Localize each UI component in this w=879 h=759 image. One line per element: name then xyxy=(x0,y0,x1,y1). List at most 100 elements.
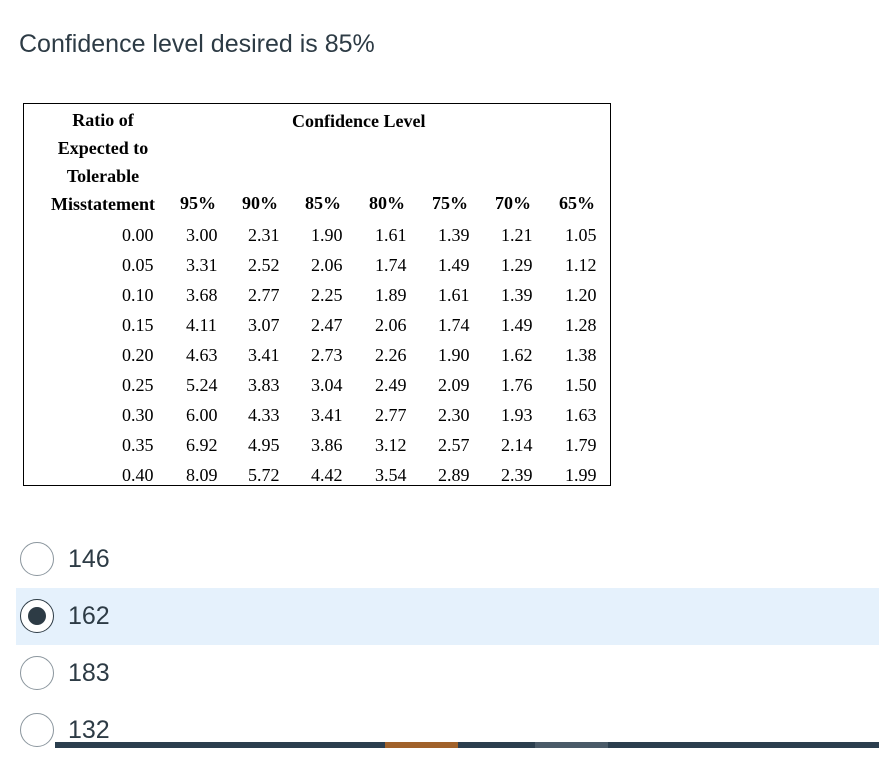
factor-cell: 1.12 xyxy=(565,255,597,275)
table-row: 0.30 6.00 4.33 3.41 2.77 2.30 1.93 1.63 xyxy=(24,400,610,430)
factor-cell: 4.95 xyxy=(248,435,280,455)
factor-cell: 1.93 xyxy=(501,405,533,425)
radio-button[interactable] xyxy=(20,599,54,633)
radio-button[interactable] xyxy=(20,713,54,747)
factor-cell: 2.25 xyxy=(311,285,343,305)
bottom-bar-segment xyxy=(458,742,535,748)
factor-cell: 2.30 xyxy=(438,405,470,425)
option-label: 183 xyxy=(68,659,110,687)
radio-selected-dot xyxy=(28,607,46,625)
factor-cell: 1.90 xyxy=(438,345,470,365)
ratio-cell: 0.20 xyxy=(122,345,154,365)
factor-cell: 1.61 xyxy=(438,285,470,305)
confidence-table: Ratio of Expected to Tolerable Misstatem… xyxy=(23,103,611,486)
factor-cell: 1.05 xyxy=(565,225,597,245)
ratio-header-line: Expected to xyxy=(57,138,149,158)
ratio-cell: 0.40 xyxy=(122,465,154,485)
option-label: 162 xyxy=(68,602,110,630)
factor-cell: 3.68 xyxy=(186,285,218,305)
factor-cell: 3.04 xyxy=(311,375,343,395)
ratio-cell: 0.30 xyxy=(122,405,154,425)
ratio-cell: 0.00 xyxy=(122,225,154,245)
ratio-header-line: Tolerable xyxy=(66,166,140,186)
factor-cell: 3.00 xyxy=(186,225,218,245)
factor-cell: 1.21 xyxy=(501,225,533,245)
factor-cell: 1.62 xyxy=(501,345,533,365)
column-header: 80% xyxy=(369,193,405,213)
factor-cell: 2.77 xyxy=(375,405,407,425)
column-header: 70% xyxy=(495,193,531,213)
option-label: 146 xyxy=(68,545,110,573)
table-row: 0.05 3.31 2.52 2.06 1.74 1.49 1.29 1.12 xyxy=(24,250,610,280)
factor-cell: 1.89 xyxy=(375,285,407,305)
factor-cell: 3.54 xyxy=(375,465,407,485)
ratio-header-line: Ratio of xyxy=(72,110,134,130)
table-row: 0.10 3.68 2.77 2.25 1.89 1.61 1.39 1.20 xyxy=(24,280,610,310)
factor-cell: 2.77 xyxy=(248,285,280,305)
factor-cell: 2.52 xyxy=(248,255,280,275)
column-header: 75% xyxy=(432,193,468,213)
factor-cell: 6.00 xyxy=(186,405,218,425)
factor-cell: 5.24 xyxy=(186,375,218,395)
factor-cell: 4.42 xyxy=(311,465,343,485)
factor-cell: 2.57 xyxy=(438,435,470,455)
confidence-level-header: Confidence Level xyxy=(292,111,426,131)
answer-option[interactable]: 146 xyxy=(0,531,879,588)
factor-cell: 3.41 xyxy=(248,345,280,365)
factor-cell: 1.49 xyxy=(438,255,470,275)
answer-option[interactable]: 132 xyxy=(0,702,879,759)
ratio-cell: 0.05 xyxy=(122,255,154,275)
factor-cell: 1.20 xyxy=(565,285,597,305)
radio-button[interactable] xyxy=(20,542,54,576)
factor-cell: 1.90 xyxy=(311,225,343,245)
answer-option[interactable]: 162 xyxy=(16,588,879,645)
factor-cell: 1.74 xyxy=(375,255,407,275)
ratio-cell: 0.35 xyxy=(122,435,154,455)
table-row: 0.35 6.92 4.95 3.86 3.12 2.57 2.14 1.79 xyxy=(24,430,610,460)
question-text: Confidence level desired is 85% xyxy=(19,30,375,58)
factor-cell: 1.28 xyxy=(565,315,597,335)
factor-cell: 3.07 xyxy=(248,315,280,335)
bottom-bar-segment xyxy=(385,742,458,748)
factor-cell: 2.89 xyxy=(438,465,470,485)
factor-cell: 1.38 xyxy=(565,345,597,365)
factor-cell: 1.29 xyxy=(501,255,533,275)
ratio-cell: 0.15 xyxy=(122,315,154,335)
column-header: 95% xyxy=(180,193,216,213)
table-row: 0.00 3.00 2.31 1.90 1.61 1.39 1.21 1.05 xyxy=(24,220,610,250)
factor-cell: 2.14 xyxy=(501,435,533,455)
factor-cell: 3.41 xyxy=(311,405,343,425)
factor-cell: 3.83 xyxy=(248,375,280,395)
ratio-header-line: Misstatement xyxy=(51,194,155,214)
table-row: 0.40 8.09 5.72 4.42 3.54 2.89 2.39 1.99 xyxy=(24,460,610,490)
answer-option[interactable]: 183 xyxy=(0,645,879,702)
factor-cell: 2.09 xyxy=(438,375,470,395)
column-header: 65% xyxy=(559,193,595,213)
ratio-cell: 0.25 xyxy=(122,375,154,395)
factor-cell: 1.79 xyxy=(565,435,597,455)
factor-cell: 4.63 xyxy=(186,345,218,365)
factor-cell: 1.76 xyxy=(501,375,533,395)
bottom-bar-segment xyxy=(535,742,608,748)
radio-button[interactable] xyxy=(20,656,54,690)
factor-cell: 2.47 xyxy=(311,315,343,335)
factor-cell: 1.99 xyxy=(565,465,597,485)
factor-cell: 5.72 xyxy=(248,465,280,485)
factor-cell: 2.06 xyxy=(311,255,343,275)
factor-cell: 4.33 xyxy=(248,405,280,425)
factor-cell: 1.39 xyxy=(501,285,533,305)
factor-cell: 3.31 xyxy=(186,255,218,275)
factor-cell: 8.09 xyxy=(186,465,218,485)
bottom-bar-segment xyxy=(608,742,879,748)
factor-cell: 2.39 xyxy=(501,465,533,485)
column-header: 90% xyxy=(242,193,278,213)
factor-cell: 2.06 xyxy=(375,315,407,335)
factor-cell: 3.12 xyxy=(375,435,407,455)
table-row: 0.25 5.24 3.83 3.04 2.49 2.09 1.76 1.50 xyxy=(24,370,610,400)
factor-cell: 3.86 xyxy=(311,435,343,455)
factor-cell: 6.92 xyxy=(186,435,218,455)
factor-cell: 2.31 xyxy=(248,225,280,245)
table-row: 0.20 4.63 3.41 2.73 2.26 1.90 1.62 1.38 xyxy=(24,340,610,370)
factor-cell: 1.74 xyxy=(438,315,470,335)
ratio-header: Ratio of Expected to Tolerable Misstatem… xyxy=(28,106,178,218)
